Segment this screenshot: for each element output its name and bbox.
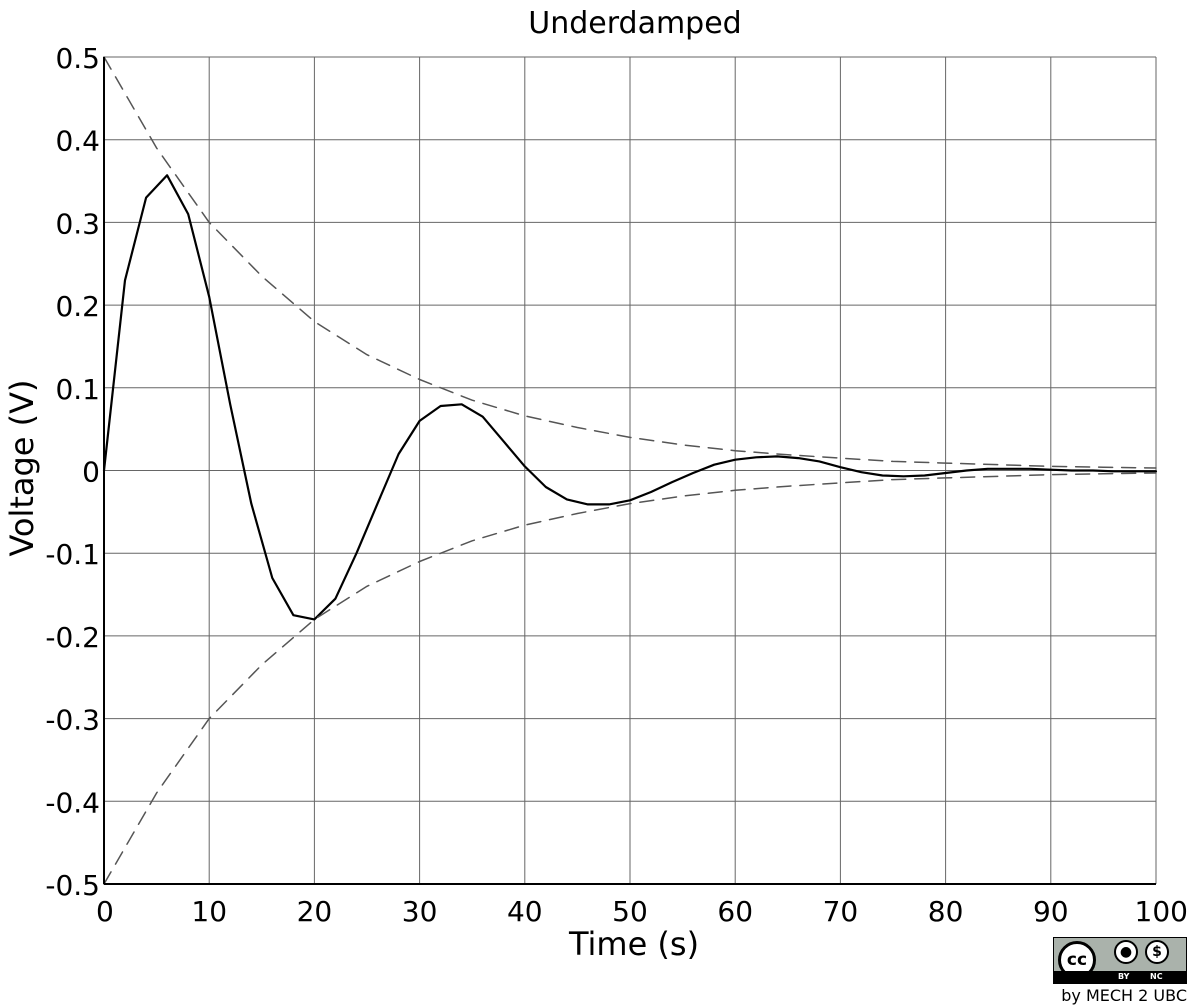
y-axis-label: Voltage (V) (3, 379, 41, 556)
x-tick-label: 100 (1135, 895, 1188, 928)
envelope-line-2 (103, 472, 1157, 885)
cc-strip (1054, 971, 1186, 983)
y-tick-label: -0.4 (45, 786, 100, 819)
y-tick-label: -0.5 (45, 869, 100, 902)
x-axis-label: Time (s) (568, 925, 699, 963)
y-tick-label: -0.2 (45, 621, 100, 654)
y-tick-label: 0.5 (55, 42, 100, 75)
x-tick-label: 90 (1033, 895, 1069, 928)
series-layer (102, 56, 1158, 885)
chart-title: Underdamped (528, 6, 741, 41)
x-tick-label: 10 (191, 895, 227, 928)
y-tick-label: 0.4 (55, 125, 100, 158)
y-tick-label: 0.2 (55, 290, 100, 323)
y-tick-label: 0 (82, 456, 100, 489)
y-tick-label: 0.3 (55, 207, 100, 240)
credit-text: by MECH 2 UBC (1061, 986, 1187, 1005)
y-tick-label: 0.1 (55, 373, 100, 406)
envelope-line-1 (103, 56, 1157, 469)
person-icon: ● (1114, 940, 1138, 964)
x-tick-label: 0 (96, 895, 114, 928)
no-dollar-icon: $ (1145, 940, 1169, 964)
x-tick-label: 30 (402, 895, 438, 928)
cc-nc-label: NC (1150, 972, 1163, 981)
x-tick-label: 50 (612, 895, 648, 928)
y-tick-label: -0.1 (45, 538, 100, 571)
axes-layer (103, 57, 1156, 885)
cc-license-badge[interactable]: cc ● $ BY NC (1053, 937, 1187, 984)
x-tick-label: 70 (823, 895, 859, 928)
x-tick-label: 20 (297, 895, 333, 928)
y-tick-label: -0.3 (45, 704, 100, 737)
x-tick-label: 80 (928, 895, 964, 928)
cc-by-label: BY (1118, 972, 1130, 981)
tick-labels: 0 10 20 30 40 50 60 70 80 90 1000.50.40.30.20.10-0… (45, 42, 1188, 928)
x-tick-label: 40 (507, 895, 543, 928)
response-line (102, 174, 1158, 621)
x-tick-label: 60 (717, 895, 753, 928)
